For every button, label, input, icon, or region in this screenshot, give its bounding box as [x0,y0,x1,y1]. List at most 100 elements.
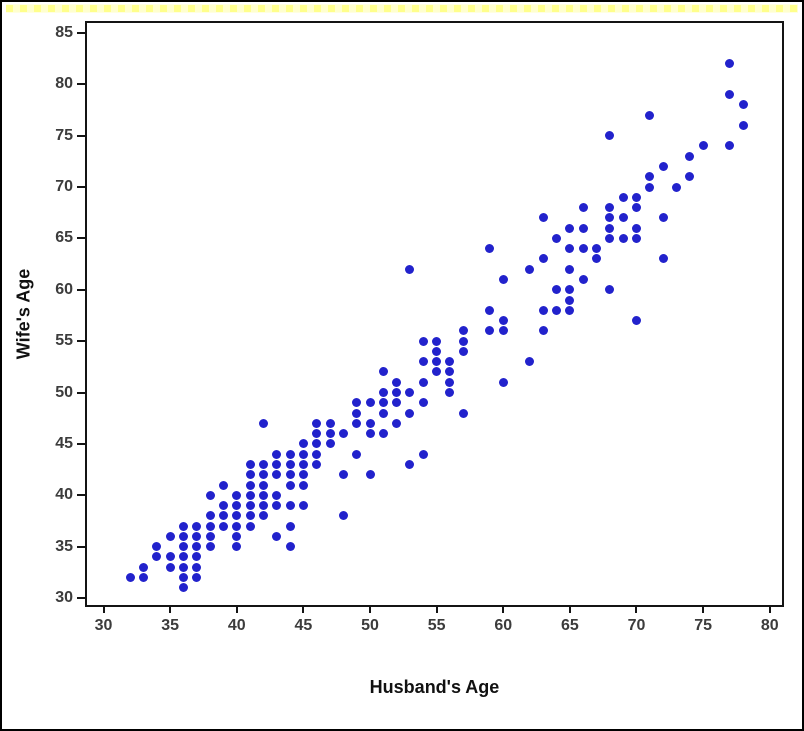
data-point [192,521,202,531]
data-point [418,398,428,408]
data-point [178,542,188,552]
data-point [378,408,388,418]
y-tick-label: 40 [55,486,73,504]
data-point [285,449,295,459]
data-point [325,439,335,449]
y-tick-mark [77,545,85,548]
y-tick-mark [77,340,85,343]
data-point [352,418,362,428]
data-point [245,511,255,521]
y-tick-mark [77,83,85,86]
data-point [272,449,282,459]
data-point [565,244,575,254]
data-point [298,449,308,459]
data-point [631,316,641,326]
data-point [312,459,322,469]
data-point [631,223,641,233]
data-point [565,264,575,274]
data-point [152,542,162,552]
y-tick-label: 65 [55,229,73,247]
data-point [178,531,188,541]
data-point [418,336,428,346]
data-point [298,501,308,511]
data-point [165,562,175,572]
data-point [205,511,215,521]
x-tick-label: 45 [294,617,313,634]
data-point [418,377,428,387]
y-tick-mark [77,31,85,34]
data-point [738,100,748,110]
data-point [631,203,641,213]
data-point [565,285,575,295]
data-point [658,213,668,223]
x-tick-label: 30 [94,617,113,634]
data-point [338,470,348,480]
data-point [312,439,322,449]
data-point [552,233,562,243]
y-tick-label: 35 [55,537,73,555]
data-point [405,388,415,398]
data-point [725,141,735,151]
data-point [565,305,575,315]
y-tick-mark [77,186,85,189]
data-point [418,357,428,367]
data-point [445,367,455,377]
data-point [685,172,695,182]
x-tick-label: 50 [361,617,379,634]
data-point [365,470,375,480]
data-point [205,542,215,552]
data-point [192,542,202,552]
data-point [285,480,295,490]
x-tick-mark [102,605,105,613]
data-point [285,470,295,480]
data-point [258,511,268,521]
data-point [378,388,388,398]
data-point [631,233,641,243]
data-point [178,552,188,562]
data-point [272,531,282,541]
data-point [432,357,442,367]
data-point [485,326,495,336]
data-point [352,408,362,418]
data-point [365,398,375,408]
data-point [605,285,615,295]
data-point [192,572,202,582]
data-point [232,490,242,500]
y-tick-mark [77,237,85,240]
data-point [458,326,468,336]
data-point [218,521,228,531]
data-point [392,377,402,387]
data-point [232,511,242,521]
data-point [498,316,508,326]
data-point [578,275,588,285]
data-point [232,542,242,552]
data-point [192,531,202,541]
data-point [485,244,495,254]
data-point [432,336,442,346]
data-point [605,233,615,243]
data-point [205,531,215,541]
data-point [445,388,455,398]
data-point [285,459,295,469]
data-point [538,213,548,223]
data-point [365,418,375,428]
y-tick-mark [77,134,85,137]
x-tick-mark [302,605,305,613]
data-point [285,521,295,531]
data-point [312,449,322,459]
y-tick-label: 55 [55,332,73,350]
data-point [618,233,628,243]
data-point [272,501,282,511]
data-point [232,521,242,531]
y-tick-mark [77,442,85,445]
data-point [645,110,655,120]
data-point [552,285,562,295]
data-point [671,182,681,192]
data-point [432,346,442,356]
data-point [458,336,468,346]
data-point [658,162,668,172]
x-tick-mark [635,605,638,613]
data-point [125,572,135,582]
x-axis-label: Husband's Age [369,677,500,697]
data-point [258,501,268,511]
